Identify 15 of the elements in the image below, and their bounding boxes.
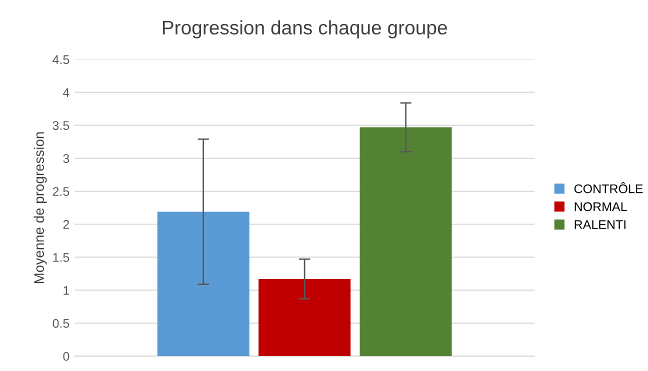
y-tick-label: 4.5 [52, 55, 70, 64]
legend-label: NORMAL [574, 202, 627, 212]
y-axis-title: Moyenne de progression [34, 132, 47, 284]
y-tick-label: 4 [62, 88, 70, 97]
y-tick-label: 0.5 [52, 318, 70, 328]
y-tick-label: 3 [63, 154, 70, 163]
legend-label: RALENTI [574, 220, 626, 229]
y-tick-label: 2.5 [52, 187, 70, 196]
legend-label: CONTRÔLE [574, 182, 643, 194]
y-tick-label: 3.5 [52, 121, 70, 130]
y-tick-label: 0 [63, 352, 70, 361]
y-tick-label: 2 [63, 220, 70, 229]
chart-title: Progression dans chaque groupe [162, 20, 447, 38]
y-tick-label: 1 [64, 286, 70, 295]
y-tick-label: 1.5 [53, 253, 70, 262]
